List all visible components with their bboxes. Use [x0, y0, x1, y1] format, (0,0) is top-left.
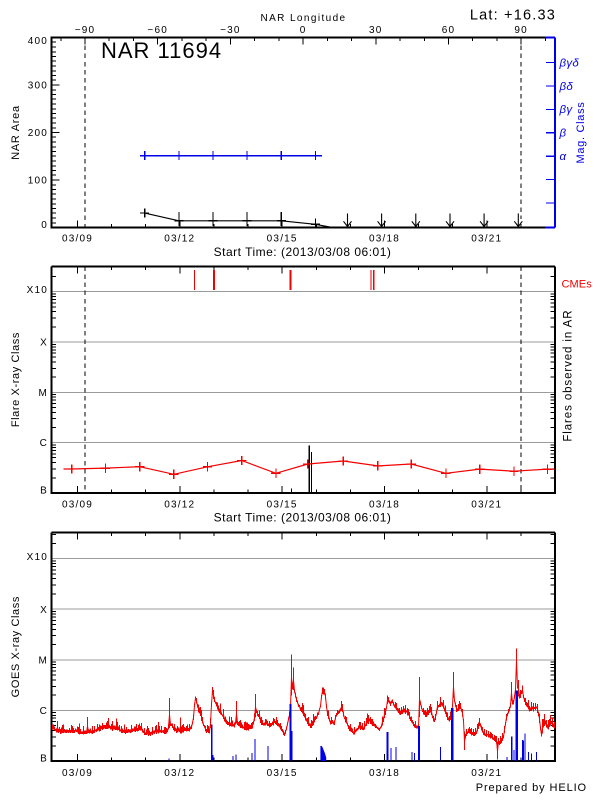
- svg-text:Lat: +16.33: Lat: +16.33: [470, 8, 556, 24]
- svg-text:C: C: [40, 438, 48, 449]
- svg-text:−30: −30: [220, 25, 241, 36]
- svg-text:NAR 11694: NAR 11694: [101, 38, 222, 63]
- svg-text:03/12: 03/12: [164, 234, 195, 245]
- svg-text:M: M: [38, 388, 48, 399]
- svg-text:−90: −90: [75, 25, 96, 36]
- svg-text:03/09: 03/09: [62, 768, 93, 779]
- svg-text:B: B: [40, 486, 48, 497]
- svg-text:03/21: 03/21: [471, 500, 502, 511]
- svg-text:0: 0: [300, 25, 307, 36]
- svg-text:0: 0: [41, 220, 48, 231]
- svg-text:−60: −60: [147, 25, 168, 36]
- svg-text:βγδ: βγδ: [559, 57, 580, 69]
- svg-text:03/18: 03/18: [369, 500, 400, 511]
- svg-text:03/15: 03/15: [267, 500, 298, 511]
- svg-text:Start Time: (2013/03/08 06:01): Start Time: (2013/03/08 06:01): [214, 511, 392, 525]
- svg-text:βγ: βγ: [559, 104, 574, 116]
- svg-text:03/15: 03/15: [267, 768, 298, 779]
- svg-text:03/09: 03/09: [62, 500, 93, 511]
- svg-text:X: X: [40, 605, 48, 616]
- svg-text:X10: X10: [27, 552, 48, 563]
- svg-text:B: B: [40, 754, 48, 765]
- svg-text:C: C: [40, 706, 48, 717]
- svg-text:β: β: [559, 128, 567, 140]
- svg-text:Prepared by HELIO: Prepared by HELIO: [476, 782, 587, 794]
- svg-text:M: M: [38, 655, 48, 666]
- svg-text:03/18: 03/18: [369, 234, 400, 245]
- svg-text:03/12: 03/12: [164, 500, 195, 511]
- svg-text:200: 200: [28, 128, 48, 139]
- svg-text:03/21: 03/21: [471, 768, 502, 779]
- svg-text:90: 90: [514, 25, 528, 36]
- svg-text:60: 60: [442, 25, 456, 36]
- svg-text:NAR Area: NAR Area: [10, 105, 22, 160]
- svg-text:30: 30: [369, 25, 383, 36]
- svg-text:α: α: [560, 151, 567, 163]
- svg-text:CMEs: CMEs: [562, 279, 593, 291]
- svg-text:NAR Longitude: NAR Longitude: [260, 13, 346, 24]
- svg-text:X10: X10: [27, 285, 48, 296]
- svg-text:03/15: 03/15: [267, 234, 298, 245]
- svg-text:100: 100: [28, 176, 48, 187]
- svg-text:03/09: 03/09: [62, 234, 93, 245]
- svg-text:300: 300: [28, 81, 48, 92]
- svg-text:03/18: 03/18: [369, 768, 400, 779]
- svg-text:βδ: βδ: [559, 81, 574, 93]
- svg-text:400: 400: [28, 36, 48, 47]
- svg-text:Flares observed in AR: Flares observed in AR: [563, 310, 575, 442]
- svg-text:GOES X-ray Class: GOES X-ray Class: [10, 596, 22, 697]
- svg-text:Start Time: (2013/03/08 06:01): Start Time: (2013/03/08 06:01): [214, 245, 392, 259]
- svg-text:X: X: [40, 338, 48, 349]
- svg-text:Flare X-ray Class: Flare X-ray Class: [10, 332, 22, 427]
- svg-text:03/12: 03/12: [164, 768, 195, 779]
- svg-text:03/21: 03/21: [471, 234, 502, 245]
- svg-text:Mag. Class: Mag. Class: [575, 101, 587, 163]
